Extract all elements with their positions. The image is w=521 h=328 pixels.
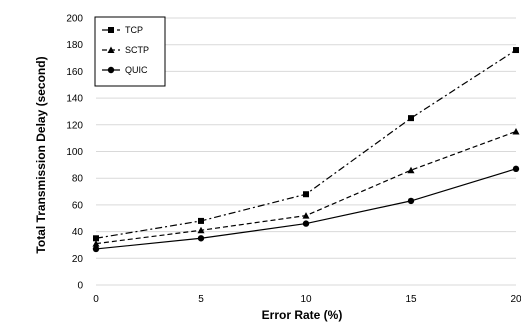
legend-box [94, 16, 166, 87]
y-tick-label: 60 [72, 200, 84, 211]
tcp-point [408, 115, 414, 122]
y-tick-label: 80 [72, 174, 84, 185]
x-tick-label: 5 [198, 294, 204, 305]
tcp-point [513, 47, 519, 54]
series-quic [92, 165, 520, 253]
sctp-point [302, 212, 310, 219]
y-tick-label: 20 [72, 254, 84, 265]
tcp-point [93, 235, 99, 242]
y-tick-label: 180 [66, 40, 83, 51]
sctp-point [92, 240, 100, 247]
y-tick-label: 200 [66, 14, 83, 25]
y-tick-label: 40 [72, 227, 84, 238]
x-tick-label: 10 [300, 294, 312, 305]
tcp-point [198, 217, 204, 224]
legend-marker-quic [107, 66, 115, 74]
x-tick-label: 20 [510, 294, 521, 305]
legend-marker-sctp [107, 46, 115, 53]
legend-marker-tcp [108, 27, 114, 33]
y-tick-label: 160 [66, 67, 83, 78]
y-tick-label: 140 [66, 94, 83, 105]
y-tick-label: 120 [66, 120, 83, 131]
y-tick-label: 100 [66, 147, 83, 158]
y-axis-title: Total Transmission Delay (second) [34, 56, 48, 253]
quic-point [407, 197, 415, 205]
tcp-point [303, 191, 309, 198]
x-axis-title: Error Rate (%) [262, 308, 343, 322]
legend-label-tcp: TCP [125, 25, 143, 35]
quic-point [302, 220, 310, 227]
series-sctp [92, 127, 520, 247]
x-tick-label: 15 [405, 294, 417, 305]
quic-line [95, 168, 517, 250]
quic-point [512, 165, 520, 173]
x-tick-label: 0 [93, 294, 99, 305]
legend: TCP SCTP QUIC [94, 16, 166, 87]
quic-point [92, 245, 100, 253]
legend-label-quic: QUIC [125, 65, 148, 75]
sctp-point [407, 166, 415, 174]
y-tick-label: 0 [77, 281, 83, 292]
sctp-point [512, 127, 520, 135]
quic-point [197, 235, 205, 242]
sctp-point [197, 226, 205, 234]
series-tcp [93, 47, 519, 242]
legend-label-sctp: SCTP [125, 45, 149, 55]
plot-area [87, 5, 516, 296]
